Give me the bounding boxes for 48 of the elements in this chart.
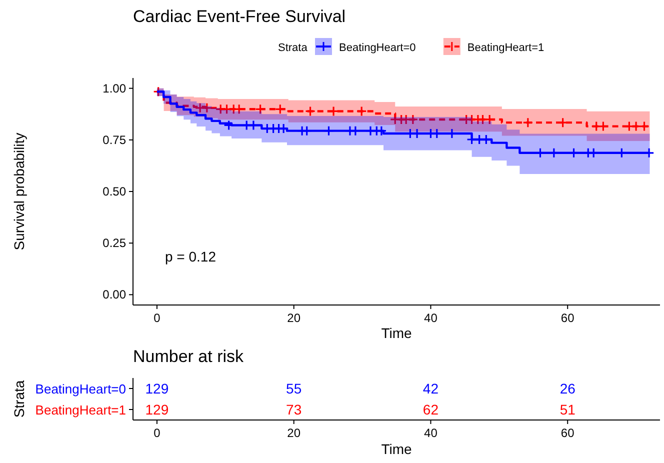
x-tick-label: 0 bbox=[154, 311, 161, 325]
point bbox=[202, 102, 212, 114]
point bbox=[408, 114, 418, 125]
legend-title: Strata bbox=[278, 42, 308, 54]
point bbox=[304, 106, 316, 117]
point bbox=[624, 120, 634, 132]
x-tick-label: 20 bbox=[287, 311, 301, 325]
point bbox=[598, 120, 608, 132]
data-label: 62 bbox=[422, 402, 439, 418]
point bbox=[356, 106, 367, 117]
data-label: 73 bbox=[286, 402, 302, 418]
x-axis-title: Time bbox=[381, 441, 412, 457]
point bbox=[522, 117, 534, 128]
x-tick-label: 40 bbox=[424, 426, 438, 440]
point bbox=[630, 120, 642, 132]
y-tick-label: BeatingHeart=1 bbox=[35, 402, 126, 418]
data-label: 129 bbox=[145, 402, 169, 418]
chart-title: Cardiac Event-Free Survival bbox=[133, 7, 346, 26]
point bbox=[376, 126, 387, 136]
x-tick-label: 0 bbox=[154, 426, 161, 440]
data-label: 42 bbox=[422, 380, 439, 396]
point bbox=[323, 126, 334, 136]
point bbox=[638, 120, 650, 132]
x-axis-title: Time bbox=[381, 325, 412, 341]
y-tick-label: 0.25 bbox=[102, 236, 126, 250]
y-tick-label: 0.75 bbox=[102, 132, 126, 147]
y-axis-title: Strata bbox=[11, 380, 27, 418]
point bbox=[194, 102, 206, 114]
point bbox=[302, 126, 312, 136]
data-label: 55 bbox=[286, 380, 302, 396]
y-tick-label: 0.00 bbox=[102, 288, 126, 302]
x-tick-label: 60 bbox=[560, 426, 575, 440]
y-tick-label: 0.50 bbox=[102, 184, 126, 198]
x-tick-label: 40 bbox=[424, 311, 438, 325]
y-axis-title: Survival probability bbox=[11, 132, 27, 250]
data-label: 51 bbox=[560, 402, 576, 418]
y-tick-label: 1.00 bbox=[102, 81, 126, 96]
legend-label: BeatingHeart=1 bbox=[467, 42, 544, 54]
x-tick-label: 60 bbox=[560, 311, 575, 325]
annotation: p = 0.12 bbox=[165, 248, 216, 265]
y-tick-label: BeatingHeart=0 bbox=[35, 382, 126, 396]
point bbox=[350, 126, 361, 136]
data-label: 26 bbox=[560, 380, 576, 396]
x-tick-label: 20 bbox=[287, 426, 301, 440]
point bbox=[328, 106, 339, 117]
data-label: 129 bbox=[145, 380, 169, 396]
legend-label: BeatingHeart=0 bbox=[339, 42, 416, 54]
chart-title: Number at risk bbox=[133, 347, 244, 366]
